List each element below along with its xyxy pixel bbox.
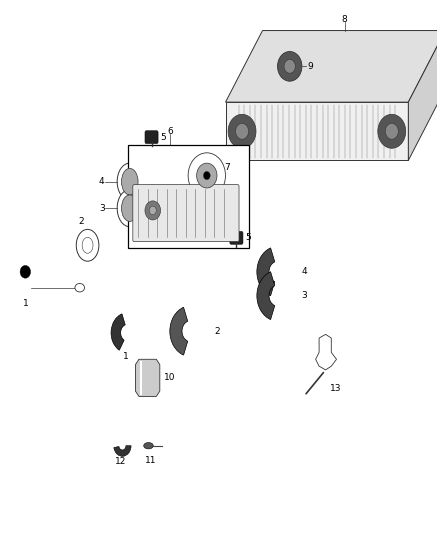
Text: 1: 1 (123, 352, 128, 361)
FancyBboxPatch shape (145, 131, 158, 143)
Circle shape (228, 114, 256, 148)
Text: 5: 5 (245, 233, 251, 243)
FancyBboxPatch shape (133, 184, 239, 241)
Ellipse shape (121, 168, 138, 195)
Ellipse shape (121, 195, 138, 221)
Circle shape (145, 201, 161, 220)
Text: 9: 9 (307, 62, 313, 71)
Ellipse shape (117, 190, 142, 227)
Circle shape (278, 52, 302, 81)
Circle shape (20, 265, 31, 278)
Polygon shape (226, 30, 438, 102)
Text: 4: 4 (302, 268, 307, 276)
Wedge shape (257, 272, 275, 320)
Text: 6: 6 (167, 127, 173, 136)
Circle shape (378, 114, 406, 148)
Text: 5: 5 (160, 133, 166, 142)
Text: 2: 2 (215, 327, 220, 336)
Polygon shape (408, 30, 438, 160)
FancyBboxPatch shape (230, 231, 243, 244)
Circle shape (197, 163, 217, 188)
Text: 3: 3 (99, 204, 105, 213)
Polygon shape (226, 102, 408, 160)
Ellipse shape (82, 237, 93, 253)
Text: 4: 4 (99, 177, 105, 186)
Ellipse shape (117, 163, 142, 200)
Text: 12: 12 (114, 457, 126, 466)
Text: 11: 11 (145, 456, 156, 465)
Text: 13: 13 (330, 384, 342, 393)
Text: 7: 7 (224, 163, 230, 172)
Wedge shape (114, 446, 131, 456)
Circle shape (188, 153, 226, 198)
Ellipse shape (144, 442, 153, 449)
Ellipse shape (75, 284, 85, 292)
Circle shape (385, 123, 398, 139)
Text: 8: 8 (342, 15, 347, 25)
Wedge shape (257, 248, 275, 296)
Circle shape (203, 172, 210, 180)
Bar (127, 144, 250, 248)
Circle shape (149, 206, 156, 215)
Circle shape (236, 123, 249, 139)
Wedge shape (111, 314, 125, 350)
Text: 2: 2 (78, 217, 84, 226)
Ellipse shape (76, 229, 99, 261)
Wedge shape (170, 307, 188, 355)
Text: 1: 1 (23, 299, 29, 308)
Text: 10: 10 (164, 373, 175, 382)
Polygon shape (135, 359, 160, 397)
Polygon shape (316, 334, 336, 370)
Text: 3: 3 (302, 291, 307, 300)
Circle shape (284, 60, 295, 73)
